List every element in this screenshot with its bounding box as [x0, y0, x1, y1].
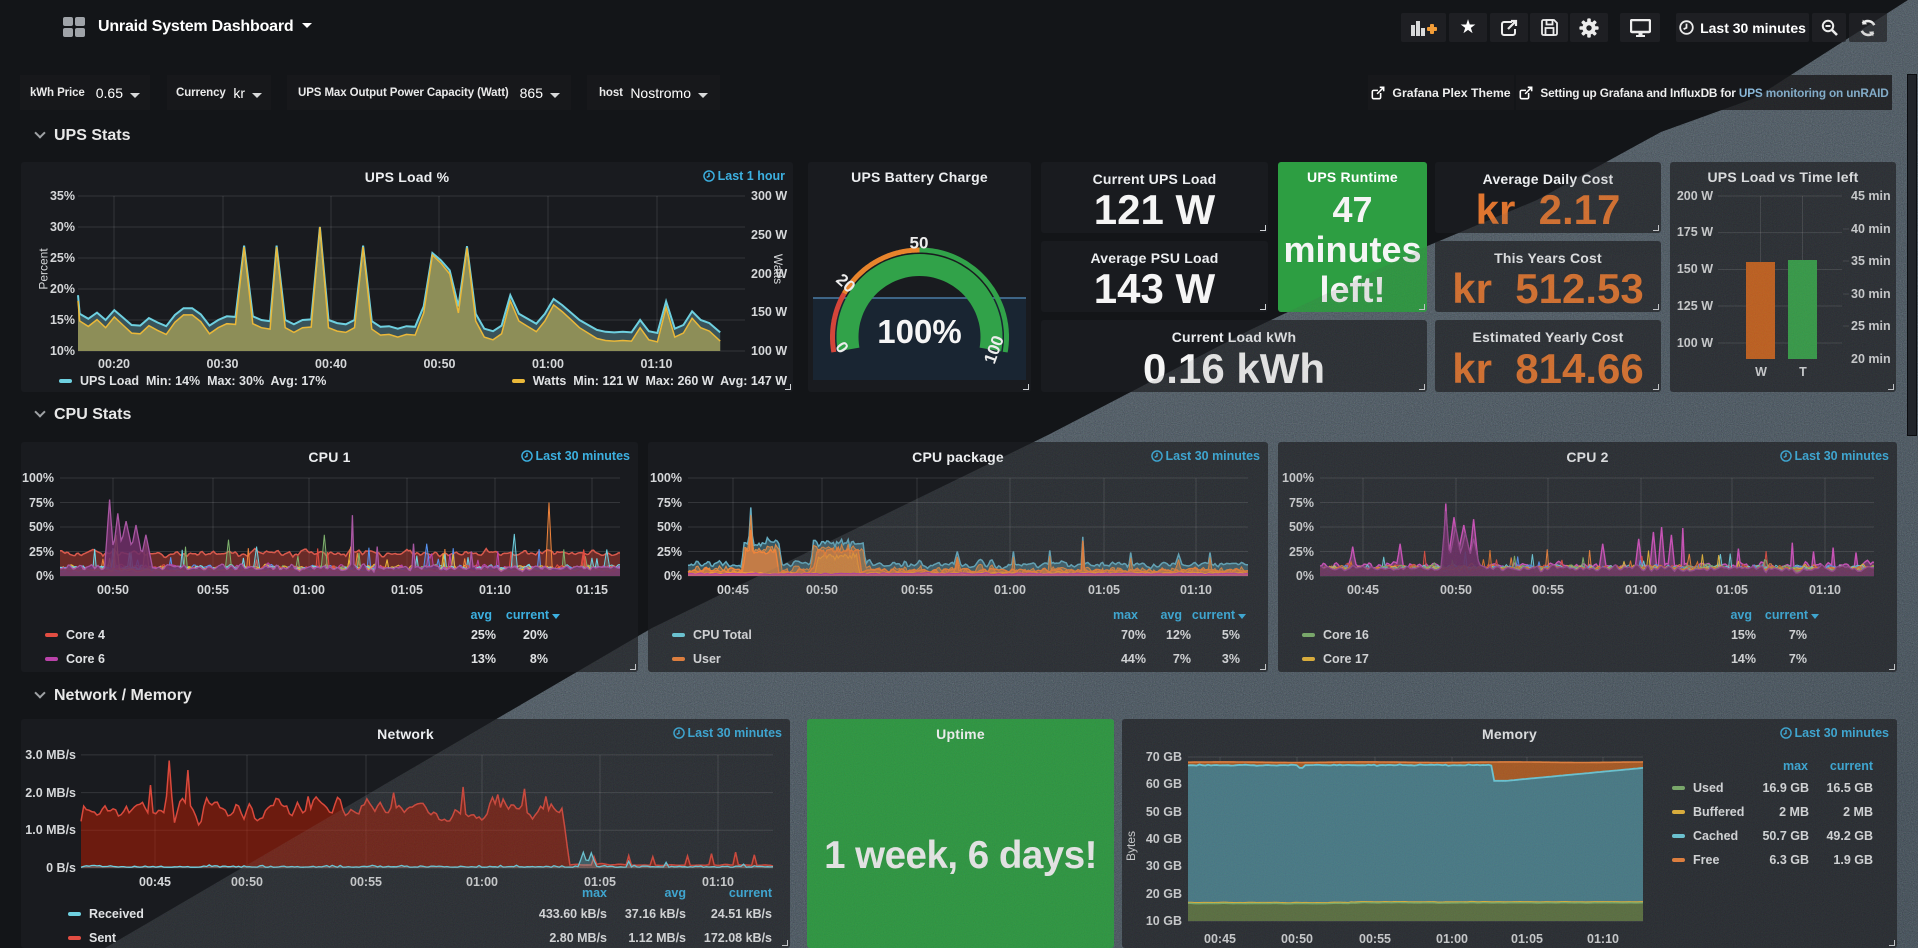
svg-text:50: 50: [910, 233, 929, 252]
